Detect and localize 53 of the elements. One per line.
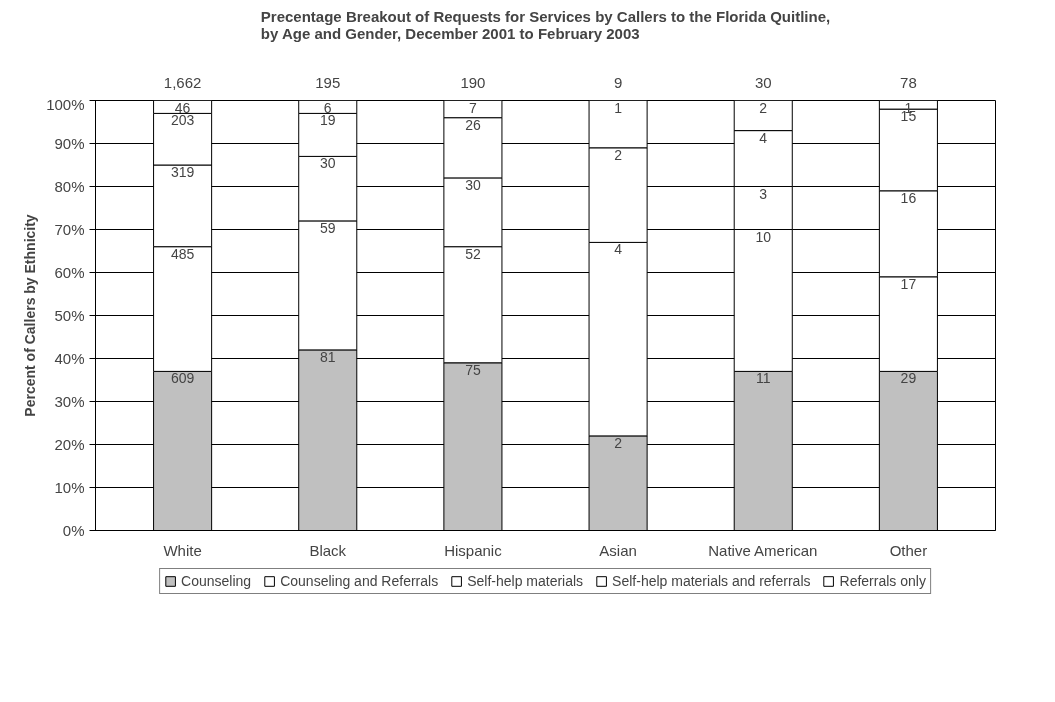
annotation: 17 — [900, 275, 917, 292]
x-tick-label: Native American — [708, 541, 818, 559]
annotation: 30 — [465, 176, 481, 193]
text: 190 — [460, 74, 486, 92]
text: 78 — [900, 74, 917, 92]
annotation: 2 — [614, 146, 623, 163]
text: 195 — [315, 74, 341, 92]
annotation: 52 — [465, 245, 481, 262]
x-tick-label: White — [163, 541, 202, 559]
text: 30 — [754, 74, 772, 92]
annotation: 2 — [759, 99, 768, 116]
x-tick-label: Hispanic — [444, 541, 503, 559]
annotation: 4 — [759, 129, 768, 146]
annotation: 16 — [900, 189, 917, 206]
y-tick-label: 60% — [54, 264, 85, 281]
text: 1,662 — [163, 74, 202, 92]
text: 9 — [613, 74, 623, 92]
annotation: 319 — [170, 164, 195, 180]
y-tick-label: 50% — [54, 307, 85, 324]
annotation: 26 — [465, 116, 481, 133]
legend-label: Self-help materials — [467, 573, 584, 589]
x-tick-label: Other — [889, 541, 928, 559]
annotation: 30 — [319, 155, 336, 172]
legend-label: Counseling and Referrals — [280, 573, 439, 589]
chart-title: Precentage Breakout of Requests for Services by Callers to the Florida Quitline, by Age and Gender, December 2001 to February 2003 — [260, 7, 831, 42]
x-tick-label: Asian — [599, 541, 637, 559]
y-tick-label: 20% — [54, 436, 85, 453]
annotation: 75 — [465, 361, 481, 378]
y-tick-label: 0% — [62, 522, 85, 539]
annotation: 7 — [469, 99, 478, 116]
x-tick-label: Black — [309, 541, 347, 559]
y-tick-label: 40% — [54, 350, 85, 367]
annotation: 29 — [900, 370, 917, 387]
annotation: 10 — [755, 228, 772, 245]
legend-label: Referrals only — [839, 573, 926, 589]
annotation: 609 — [170, 370, 195, 387]
annotation: 1 — [614, 99, 623, 116]
annotation: 4 — [614, 241, 623, 258]
y-tick-label: 90% — [54, 135, 85, 152]
y-tick-label: 70% — [54, 221, 85, 238]
annotation: 2 — [614, 434, 623, 451]
annotation: 59 — [319, 219, 336, 236]
annotation: 3 — [759, 185, 768, 202]
y-tick-label: 100% — [46, 95, 85, 113]
annotation: 81 — [319, 348, 336, 365]
y-axis-title: Percent of Callers by Ethnicity — [22, 214, 39, 417]
annotation: 485 — [170, 245, 195, 262]
y-tick-label: 10% — [54, 479, 85, 496]
legend-label: Counseling — [181, 573, 252, 589]
y-tick-label: 30% — [54, 393, 85, 410]
annotation: 11 — [755, 370, 771, 387]
y-tick-label: 80% — [54, 178, 85, 195]
legend-label: Self-help materials and referrals — [612, 573, 811, 589]
